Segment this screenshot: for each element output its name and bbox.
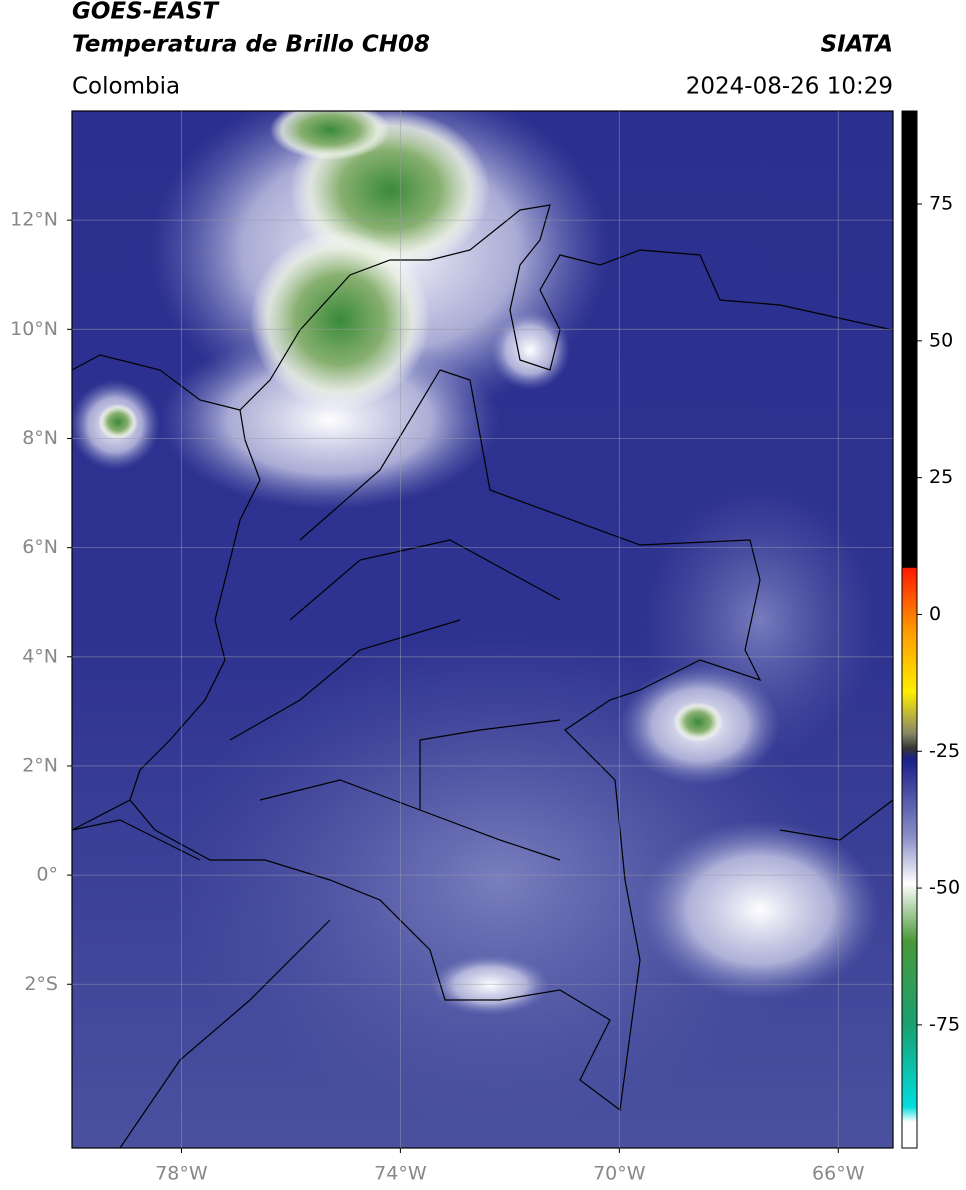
source: SIATA [821,32,893,58]
x-tick-label: 66°W [812,1163,865,1185]
title: GOES-EAST [72,0,220,25]
y-tick-label: 2°N [22,754,58,776]
y-tick-label: 0° [36,864,58,886]
datetime: 2024-08-26 10:29 [686,74,893,100]
y-tick-label: 4°N [22,645,58,667]
map-frame [71,110,894,1149]
x-tick-label: 78°W [155,1163,208,1185]
x-tick-label: 74°W [374,1163,427,1185]
colorbar-tick-label: -50 [929,877,960,899]
colorbar-tick-label: -25 [929,740,960,762]
colorbar [901,110,918,1149]
y-tick-label: 2°S [24,973,58,995]
satellite-image [72,111,893,1148]
colorbar-tick-label: 75 [929,193,953,215]
colorbar-tick-label: 0 [929,603,941,625]
y-tick-label: 10°N [10,318,58,340]
y-tick-label: 8°N [22,427,58,449]
colorbar-tick-label: -75 [929,1013,960,1035]
colorbar-tick-label: 50 [929,329,953,351]
y-tick-label: 6°N [22,536,58,558]
colorbar-tick-label: 25 [929,466,953,488]
x-tick-label: 70°W [593,1163,646,1185]
subtitle: Temperatura de Brillo CH08 [72,32,430,58]
y-tick-label: 12°N [10,209,58,231]
region: Colombia [72,74,180,100]
